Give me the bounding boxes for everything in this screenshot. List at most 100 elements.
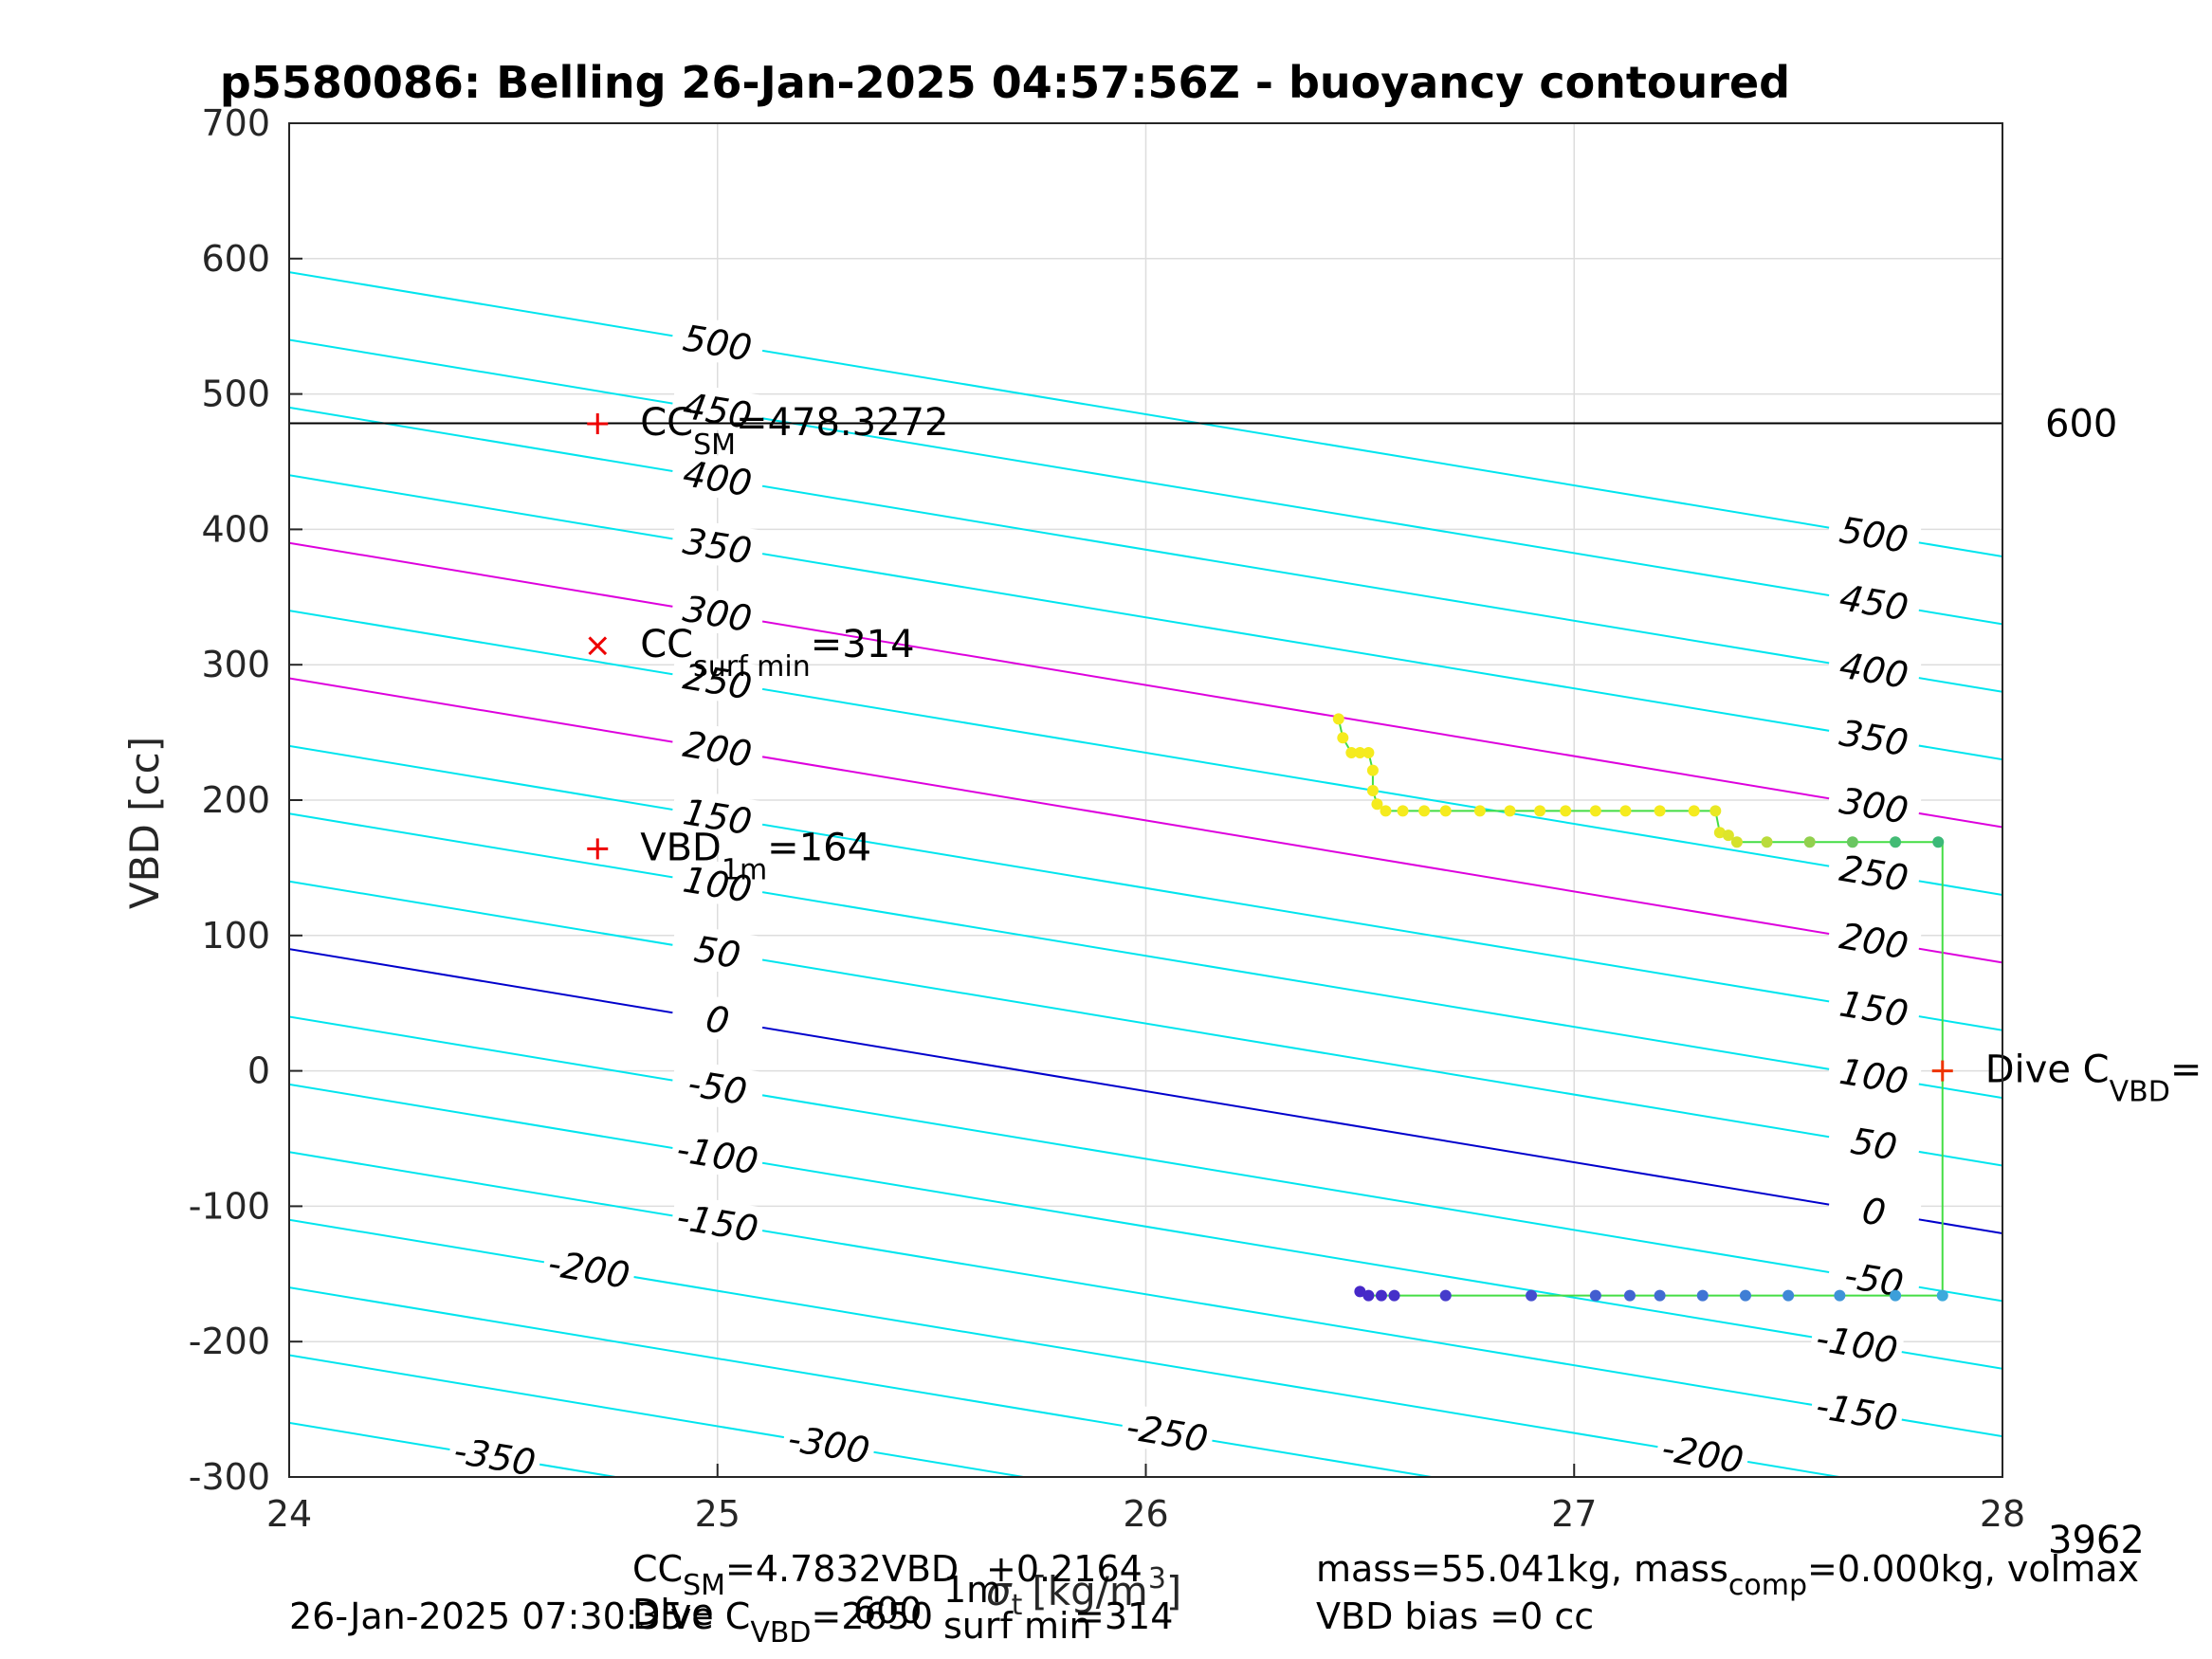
footer-cc-sm-offset: +0.2164 [986, 1548, 1143, 1590]
descent-point [1589, 805, 1601, 817]
descent-point [1345, 747, 1358, 759]
descent-point [1362, 747, 1375, 759]
footer-timestamp: 26-Jan-2025 07:30:35 [289, 1595, 684, 1637]
x-tick-label: 25 [695, 1493, 740, 1535]
contour-label-left-bg [669, 1125, 767, 1182]
corner-label: 3962 [2048, 1519, 2145, 1562]
y-axis-label: VBD [cc] [121, 737, 168, 909]
descent-point [1371, 798, 1383, 811]
marker-label-value: =478.3272 [736, 401, 948, 445]
footer-overlap-dive: Dive [632, 1592, 714, 1633]
footer-cc-surf-min: =314 [1074, 1595, 1173, 1637]
ascent-point [1654, 1289, 1666, 1302]
y-tick-label: -300 [189, 1456, 270, 1498]
footer-overlap-1m: 1m [943, 1569, 1001, 1611]
footer-cc: CC [632, 1548, 683, 1590]
descent-point [1722, 830, 1734, 842]
marker-x-b [588, 636, 608, 656]
ascent-point [1354, 1285, 1366, 1298]
annotation-markers: CCSM=478.3272 CCsurf min=314 VBD1m=164 Dive… [587, 401, 2202, 1109]
x-tick-label: 28 [1980, 1493, 2025, 1535]
contour-line [289, 1151, 2002, 1438]
ascent-point [1890, 1289, 1902, 1302]
marker-label: Dive CVBD= [1985, 1048, 2203, 1109]
contour-line [289, 541, 2002, 829]
descent-point [1473, 805, 1486, 817]
descent-point [1366, 785, 1379, 797]
contour-label-left-bg [669, 651, 767, 708]
contour-label-right-bg [1825, 1181, 1923, 1239]
contour-label-left-bg [447, 1427, 544, 1484]
contour-line [289, 812, 2002, 1100]
footer-cc-sm-fit: CCSM=4.7832VBD [632, 1548, 959, 1602]
y-tick-label: 700 [201, 102, 270, 144]
descent-point [1380, 805, 1392, 817]
descent-point [1803, 836, 1816, 848]
contour-label-right-bg [1808, 1382, 1906, 1439]
contour-line [289, 610, 2002, 896]
ascent-point [1439, 1289, 1452, 1302]
contour-label-right-bg [1825, 708, 1923, 765]
footer-overlap-600: 600 [853, 1590, 923, 1632]
x-axis-label-unit: [kg/m [1032, 1568, 1147, 1614]
ascent-point [1936, 1289, 1948, 1302]
footer-vbd-bias: VBD bias =0 cc [1316, 1595, 1594, 1637]
contour-label-left-bg [669, 787, 767, 844]
contour-line [289, 744, 2002, 1031]
contour-label-left-bg [669, 584, 767, 641]
contour-label-left-bg [669, 990, 767, 1047]
ascent-point [1739, 1289, 1751, 1302]
ascent-point [1589, 1289, 1601, 1302]
contour-label-left-bg [669, 854, 767, 911]
x-axis-label-subscript: t [1012, 1589, 1023, 1622]
ascent-point [1696, 1289, 1709, 1302]
y-tick-labels: -300 -200 -100 0 100 200 300 400 500 600 700 [189, 102, 302, 1498]
y-tick-label: -200 [189, 1321, 270, 1362]
y-tick-label: 0 [247, 1050, 270, 1092]
contour-label-right-bg [1825, 573, 1923, 629]
ascent-point [1526, 1289, 1538, 1302]
marker-label-sub: VBD [2110, 1076, 2170, 1109]
contour-label-left-bg [669, 922, 767, 979]
contour-label-right-bg [1808, 1314, 1906, 1371]
marker-label: CCsurf min=314 [640, 623, 914, 684]
contour-label-left-bg [1119, 1403, 1216, 1460]
ascent-point [1362, 1289, 1375, 1302]
descent-point [1418, 805, 1431, 817]
chart-title: p5580086: Belling 26-Jan-2025 04:57:56Z … [220, 57, 1790, 108]
ascent-point [1375, 1289, 1387, 1302]
marker-label: VBD1m=164 [640, 826, 871, 886]
contour-line [289, 338, 2002, 626]
footer-mass-text: mass=55.041kg, mass [1316, 1548, 1728, 1590]
contour-label-left-bg [669, 1193, 767, 1249]
contour-label-right-bg [1825, 978, 1923, 1035]
contour-label-left-bg [669, 313, 767, 370]
contour-line [289, 880, 2002, 1167]
contour-line [289, 677, 2002, 964]
contour-label-left-bg [669, 516, 767, 573]
y-tick-label: 600 [201, 238, 270, 280]
contour-label-right-bg [1825, 843, 1923, 901]
descent-point [1688, 805, 1700, 817]
footer-cc-coef: =4.7832VBD [725, 1548, 959, 1590]
dive-trace [1332, 713, 1948, 1302]
contour-label-right-bg [1825, 775, 1923, 832]
footer: CCSM=4.7832VBD +0.2164 mass=55.041kg, ma… [289, 1548, 2139, 1650]
contour-label-right: 50 [1848, 1120, 1900, 1168]
marker-label: CCSM=478.3272 [640, 401, 948, 462]
x-axis-label-symbol: σ [986, 1568, 1013, 1614]
descent-point [1366, 764, 1379, 776]
contour-label-left-bg [669, 448, 767, 505]
y-tick-label: 100 [201, 915, 270, 957]
footer-dive-c-value: =2650 [812, 1595, 934, 1637]
descent-point [1354, 747, 1366, 759]
marker-label-main: CC [640, 401, 693, 445]
footer-surf-min-sub: surf min [943, 1605, 1092, 1647]
marker-label-main: CC [640, 623, 693, 666]
contour-line [289, 1015, 2002, 1303]
x-tick-labels: 24 25 26 27 28 [266, 1464, 2025, 1535]
marker-label-value: = [2170, 1048, 2203, 1092]
contour-label-right-bg [1825, 504, 1923, 562]
descent-point [1654, 805, 1666, 817]
